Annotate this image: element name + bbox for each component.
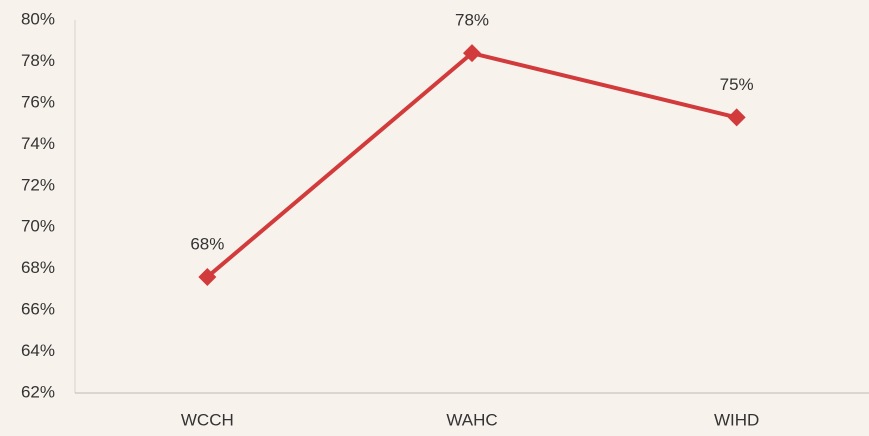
x-tick-label: WCCH xyxy=(181,410,234,429)
data-label: 78% xyxy=(455,11,489,30)
y-tick-label: 80% xyxy=(21,9,55,28)
y-tick-label: 72% xyxy=(21,175,55,194)
y-tick-label: 74% xyxy=(21,134,55,153)
y-tick-label: 78% xyxy=(21,51,55,70)
y-tick-label: 64% xyxy=(21,341,55,360)
y-tick-label: 76% xyxy=(21,92,55,111)
y-tick-label: 70% xyxy=(21,217,55,236)
y-tick-label: 66% xyxy=(21,300,55,319)
diamond-marker xyxy=(198,267,217,286)
x-tick-label: WIHD xyxy=(714,410,759,429)
data-label: 75% xyxy=(720,75,754,94)
diamond-marker xyxy=(463,44,481,63)
x-tick-label: WAHC xyxy=(446,410,497,429)
diamond-marker xyxy=(727,108,746,127)
y-tick-label: 68% xyxy=(21,258,55,277)
y-tick-label: 62% xyxy=(21,382,55,401)
data-label: 68% xyxy=(190,234,224,253)
